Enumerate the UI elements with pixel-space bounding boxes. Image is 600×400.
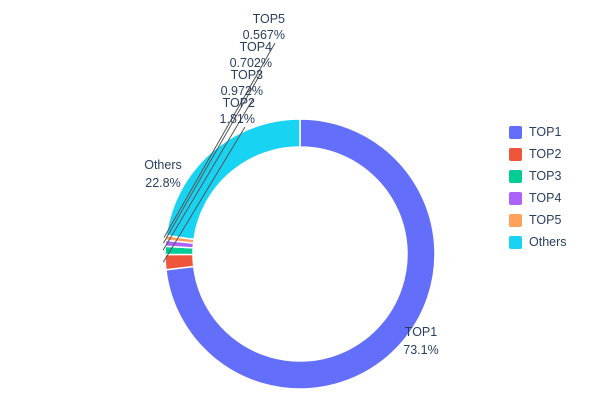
leader-line-top4: [163, 70, 263, 244]
slice-percent-top5: 0.567%: [243, 28, 285, 42]
leader-line-top2: [162, 126, 246, 263]
legend-label-top3: TOP3: [529, 168, 562, 183]
slice-percent-top2: 1.81%: [220, 112, 255, 126]
slice-label-top2: TOP2: [223, 96, 255, 110]
legend-item-top5[interactable]: TOP5: [509, 209, 567, 231]
legend: TOP1 TOP2 TOP3 TOP4 TOP5 Others: [509, 121, 567, 253]
legend-swatch-others: [509, 235, 522, 249]
legend-swatch-top2: [509, 147, 522, 161]
legend-swatch-top3: [509, 169, 522, 183]
slice-label-top3: TOP3: [231, 68, 263, 82]
legend-swatch-top4: [509, 191, 522, 205]
legend-item-top3[interactable]: TOP3: [509, 165, 567, 187]
pie-slice-top1[interactable]: [165, 118, 436, 390]
slice-percent-top3: 0.972%: [221, 84, 263, 98]
legend-item-top1[interactable]: TOP1: [509, 121, 567, 143]
legend-item-top2[interactable]: TOP2: [509, 143, 567, 165]
legend-label-top4: TOP4: [529, 190, 562, 205]
leader-line-top3: [162, 98, 254, 251]
legend-item-others[interactable]: Others: [509, 231, 567, 253]
legend-item-top4[interactable]: TOP4: [509, 187, 567, 209]
slice-label-top5: TOP5: [253, 12, 285, 26]
slice-percent-top1: 73.1%: [403, 343, 438, 357]
pie-slice-top2[interactable]: [164, 253, 195, 271]
leader-line-top5: [163, 42, 276, 238]
slice-label-top1: TOP1: [405, 325, 437, 339]
slice-label-top4: TOP4: [240, 40, 272, 54]
slice-percent-others: 22.8%: [145, 176, 180, 190]
slice-percent-top4: 0.702%: [230, 56, 272, 70]
slice-label-others: Others: [144, 158, 182, 172]
pie-slice-others[interactable]: [165, 118, 301, 241]
legend-swatch-top5: [509, 213, 522, 227]
legend-label-top5: TOP5: [529, 212, 562, 227]
legend-label-others: Others: [529, 234, 567, 249]
legend-label-top1: TOP1: [529, 124, 562, 139]
legend-label-top2: TOP2: [529, 146, 562, 161]
legend-swatch-top1: [509, 125, 522, 139]
